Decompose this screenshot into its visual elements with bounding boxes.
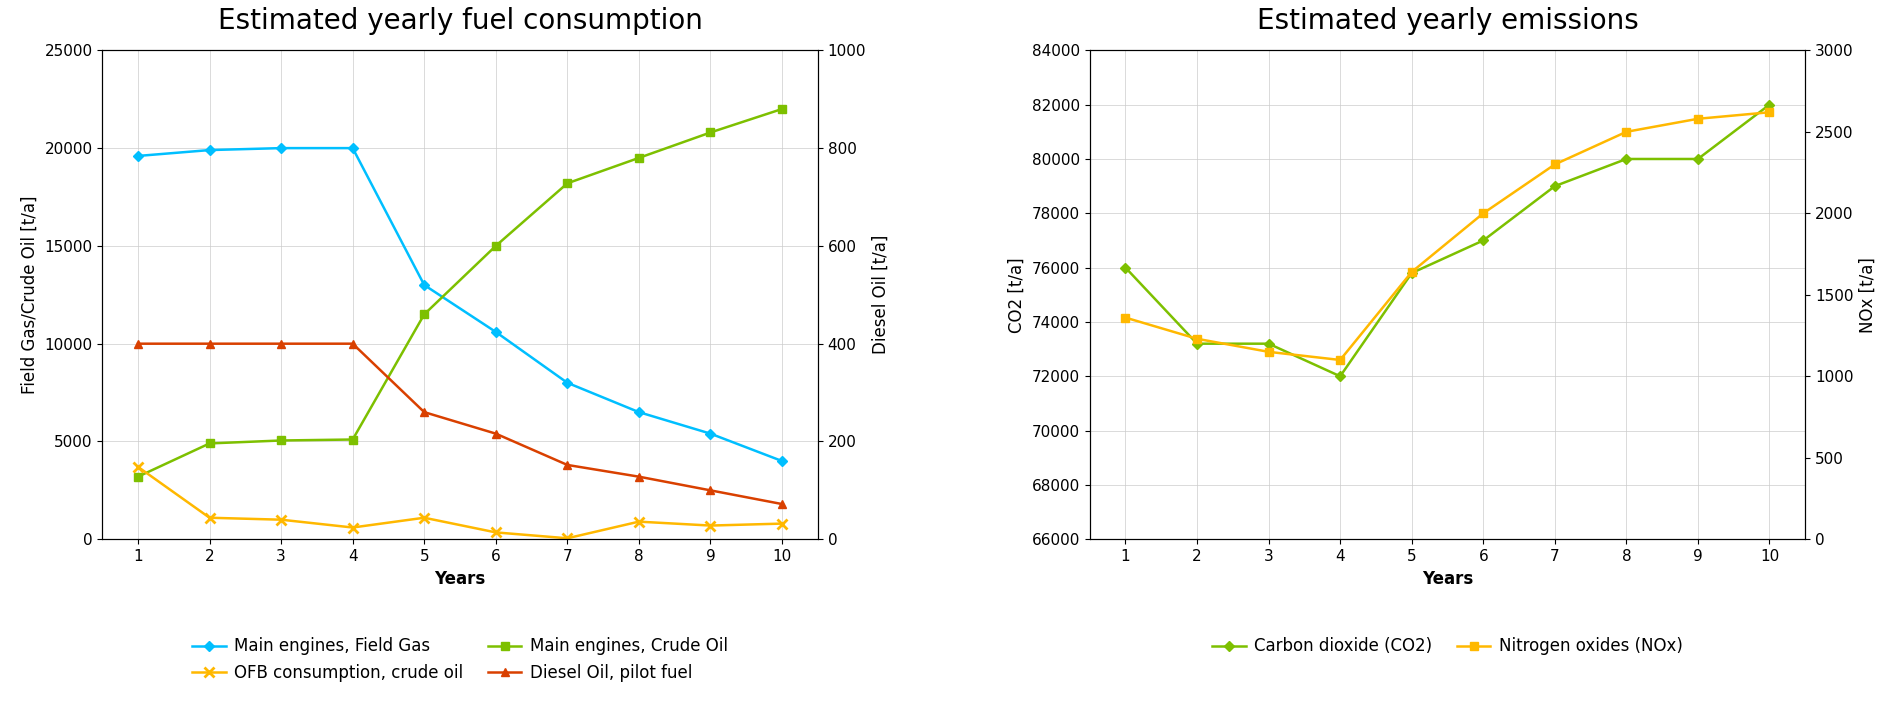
Main engines, Crude Oil	[197, 439, 220, 448]
Y-axis label: Field Gas/Crude Oil [t/a]: Field Gas/Crude Oil [t/a]	[21, 196, 38, 394]
Carbon dioxide (CO2)	[1114, 263, 1137, 272]
Diesel Oil, pilot fuel	[197, 339, 220, 348]
Carbon dioxide (CO2)	[1687, 155, 1710, 163]
OFB consumption, crude oil	[628, 518, 651, 526]
Nitrogen oxides (NOx)	[1758, 108, 1780, 116]
Nitrogen oxides (NOx)	[1543, 160, 1566, 169]
Main engines, Field Gas	[556, 378, 579, 387]
Diesel Oil, pilot fuel	[270, 339, 292, 348]
OFB consumption, crude oil	[698, 521, 721, 530]
Line: OFB consumption, crude oil: OFB consumption, crude oil	[133, 462, 788, 543]
Diesel Oil, pilot fuel	[556, 461, 579, 470]
Nitrogen oxides (NOx)	[1471, 209, 1494, 218]
Main engines, Field Gas	[484, 328, 507, 336]
X-axis label: Years: Years	[435, 569, 486, 587]
Nitrogen oxides (NOx)	[1329, 356, 1351, 365]
X-axis label: Years: Years	[1422, 569, 1473, 587]
Diesel Oil, pilot fuel	[342, 339, 364, 348]
Nitrogen oxides (NOx)	[1687, 114, 1710, 123]
Diesel Oil, pilot fuel	[414, 408, 437, 416]
Main engines, Field Gas	[270, 144, 292, 152]
Carbon dioxide (CO2)	[1401, 269, 1424, 278]
Main engines, Field Gas	[197, 146, 220, 155]
Line: Main engines, Field Gas: Main engines, Field Gas	[135, 145, 786, 464]
Diesel Oil, pilot fuel	[484, 429, 507, 438]
Main engines, Crude Oil	[556, 179, 579, 188]
Main engines, Crude Oil	[414, 310, 437, 319]
Main engines, Crude Oil	[628, 154, 651, 162]
Line: Diesel Oil, pilot fuel: Diesel Oil, pilot fuel	[135, 339, 786, 508]
Main engines, Crude Oil	[484, 242, 507, 250]
Carbon dioxide (CO2)	[1543, 182, 1566, 191]
Y-axis label: NOx [t/a]: NOx [t/a]	[1860, 257, 1877, 333]
Title: Estimated yearly emissions: Estimated yearly emissions	[1256, 7, 1638, 35]
Carbon dioxide (CO2)	[1615, 155, 1638, 163]
Diesel Oil, pilot fuel	[628, 472, 651, 481]
Line: Main engines, Crude Oil: Main engines, Crude Oil	[135, 105, 786, 481]
OFB consumption, crude oil	[484, 528, 507, 536]
Main engines, Crude Oil	[698, 128, 721, 137]
Nitrogen oxides (NOx)	[1114, 313, 1137, 322]
Line: Carbon dioxide (CO2): Carbon dioxide (CO2)	[1122, 101, 1773, 380]
Nitrogen oxides (NOx)	[1186, 334, 1209, 343]
Main engines, Crude Oil	[270, 436, 292, 445]
OFB consumption, crude oil	[771, 519, 793, 528]
Title: Estimated yearly fuel consumption: Estimated yearly fuel consumption	[218, 7, 702, 35]
Line: Nitrogen oxides (NOx): Nitrogen oxides (NOx)	[1122, 108, 1773, 364]
Legend: Main engines, Field Gas, OFB consumption, crude oil, Main engines, Crude Oil, Di: Main engines, Field Gas, OFB consumption…	[186, 631, 735, 688]
Carbon dioxide (CO2)	[1471, 236, 1494, 244]
Nitrogen oxides (NOx)	[1615, 127, 1638, 136]
OFB consumption, crude oil	[197, 513, 220, 522]
Main engines, Crude Oil	[127, 472, 150, 481]
Carbon dioxide (CO2)	[1186, 339, 1209, 348]
Main engines, Field Gas	[414, 280, 437, 289]
Nitrogen oxides (NOx)	[1401, 267, 1424, 276]
Legend: Carbon dioxide (CO2), Nitrogen oxides (NOx): Carbon dioxide (CO2), Nitrogen oxides (N…	[1205, 631, 1689, 662]
Carbon dioxide (CO2)	[1329, 372, 1351, 380]
OFB consumption, crude oil	[270, 516, 292, 524]
OFB consumption, crude oil	[127, 462, 150, 471]
OFB consumption, crude oil	[342, 523, 364, 532]
Y-axis label: CO2 [t/a]: CO2 [t/a]	[1008, 257, 1027, 333]
Main engines, Crude Oil	[771, 105, 793, 114]
Main engines, Field Gas	[771, 457, 793, 465]
Main engines, Field Gas	[628, 408, 651, 416]
Carbon dioxide (CO2)	[1256, 339, 1279, 348]
Carbon dioxide (CO2)	[1758, 101, 1780, 109]
OFB consumption, crude oil	[556, 534, 579, 543]
Main engines, Crude Oil	[342, 435, 364, 444]
Diesel Oil, pilot fuel	[127, 339, 150, 348]
Y-axis label: Diesel Oil [t/a]: Diesel Oil [t/a]	[871, 235, 890, 354]
Diesel Oil, pilot fuel	[698, 486, 721, 495]
Main engines, Field Gas	[342, 144, 364, 152]
Nitrogen oxides (NOx)	[1256, 347, 1279, 356]
Main engines, Field Gas	[127, 152, 150, 160]
Main engines, Field Gas	[698, 429, 721, 438]
OFB consumption, crude oil	[414, 513, 437, 522]
Diesel Oil, pilot fuel	[771, 500, 793, 508]
